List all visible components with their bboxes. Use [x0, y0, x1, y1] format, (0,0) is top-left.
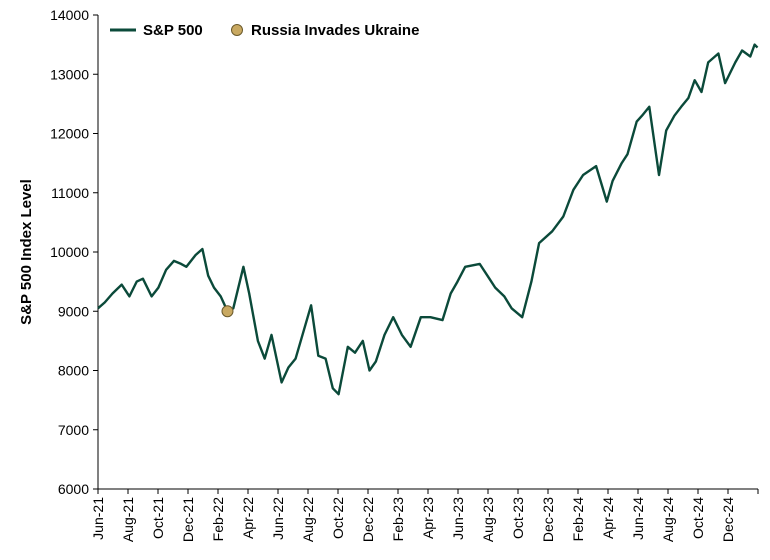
x-tick-label: Jun-24 — [630, 497, 646, 540]
y-tick-label: 14000 — [50, 7, 89, 23]
x-tick-label: Oct-23 — [510, 497, 526, 539]
legend-marker-swatch — [231, 24, 243, 36]
x-tick-label: Jun-22 — [270, 497, 286, 540]
y-tick-label: 7000 — [58, 422, 89, 438]
x-tick-label: Oct-24 — [690, 497, 706, 539]
legend-label-sp500: S&P 500 — [143, 22, 203, 39]
y-tick-label: 13000 — [50, 66, 89, 82]
x-tick-label: Oct-22 — [330, 497, 346, 539]
y-tick-label: 12000 — [50, 126, 89, 142]
x-tick-label: Apr-22 — [240, 497, 256, 539]
x-tick-label: Feb-22 — [210, 497, 226, 542]
y-tick-label: 11000 — [51, 185, 89, 201]
y-tick-label: 10000 — [50, 244, 89, 260]
event-marker-russia-invades-ukraine — [221, 305, 234, 318]
ticks-layer: 6000 7000 8000 9000 10000 11000 12000 13000 1400… — [50, 7, 759, 542]
x-tick-label: Apr-24 — [600, 497, 616, 539]
x-tick-label: Aug-24 — [660, 497, 676, 542]
x-tick-label: Dec-24 — [720, 497, 736, 542]
x-tick-label: Apr-23 — [420, 497, 436, 539]
legend: S&P 500 Russia Invades Ukraine — [110, 22, 419, 39]
x-tick-label: Aug-23 — [480, 497, 496, 542]
x-tick-label: Oct-21 — [150, 497, 166, 539]
x-tick-label: Feb-23 — [390, 497, 406, 542]
x-tick-label: Dec-23 — [540, 497, 556, 542]
x-tick-label: Feb-24 — [570, 497, 586, 542]
x-tick-label: Jun-21 — [90, 497, 106, 540]
x-tick-label: Aug-22 — [300, 497, 316, 542]
y-axis-title: S&P 500 Index Level — [18, 179, 35, 325]
axes-layer — [97, 15, 758, 490]
series-layer — [97, 43, 759, 396]
x-tick-label: Jun-23 — [450, 497, 466, 540]
y-tick-label: 9000 — [58, 303, 89, 319]
x-tick-label: Dec-21 — [180, 497, 196, 542]
x-tick-label: Aug-21 — [120, 497, 136, 542]
y-tick-label: 6000 — [58, 481, 89, 497]
x-tick-label: Dec-22 — [360, 497, 376, 542]
legend-label-event: Russia Invades Ukraine — [251, 22, 419, 39]
series-line-sp500 — [97, 43, 759, 396]
y-tick-label: 8000 — [58, 363, 89, 379]
marker-layer — [221, 305, 234, 318]
